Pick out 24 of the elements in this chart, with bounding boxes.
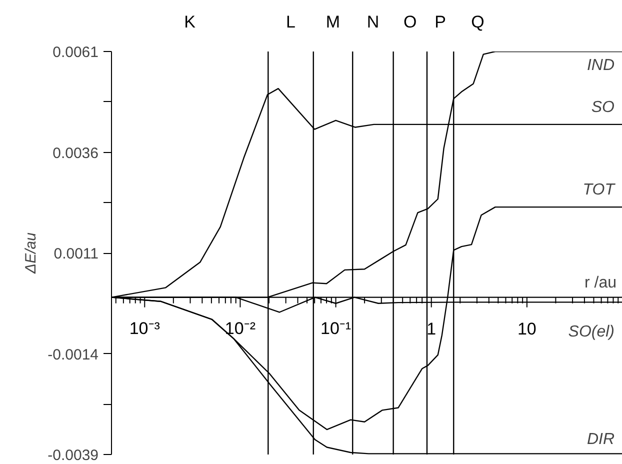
y-tick-label: -0.0014 (48, 346, 98, 364)
series-label: TOT (582, 182, 616, 199)
y-tick-label: 0.0061 (52, 44, 99, 61)
y-axis-title: ΔE/au (22, 232, 40, 274)
y-tick-label: 0.0036 (52, 144, 99, 162)
text: M (326, 12, 340, 32)
y-tick-label: -0.0039 (48, 447, 98, 464)
text: Q (471, 12, 484, 32)
series-label: SO (591, 98, 615, 116)
x-tick-label: 10⁻³ (129, 318, 160, 338)
text: O (404, 12, 417, 32)
y-tick-label: 0.0011 (54, 246, 98, 262)
text: P (434, 12, 446, 32)
series-label: DIR (586, 431, 615, 448)
x-tick-label: 1 (426, 319, 436, 338)
text: N (366, 12, 380, 32)
x-tick-label: 10⁻¹ (320, 318, 352, 338)
text: K (184, 12, 196, 32)
text: L (286, 12, 296, 32)
x-tick-label: 10 (517, 319, 536, 338)
x-tick-label: 10⁻² (224, 318, 256, 338)
series-label: IND (586, 57, 615, 74)
series-label: SO(el) (568, 324, 615, 341)
x-axis-title: r /au (584, 274, 616, 292)
